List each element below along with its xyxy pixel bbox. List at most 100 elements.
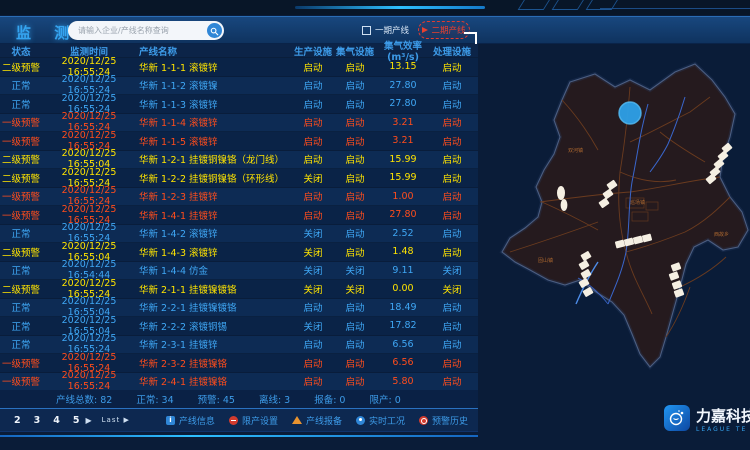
phase1-checkbox[interactable] [362,25,371,35]
action-line-report[interactable]: 产线报备 [291,414,342,427]
action-label: 产线报备 [305,416,342,427]
map-site-marker[interactable] [632,235,644,245]
decor-line [600,8,750,9]
cell-status: 一级预警 [1,377,40,389]
cell-status: 正常 [11,99,31,111]
map-roads [509,86,731,338]
brand-logo: 力嘉科技 LEAGUE TE [664,405,750,433]
search-box[interactable] [68,21,224,40]
top-decor-strip [0,0,750,15]
table-row[interactable]: 二级预警 2020/12/25 16:55:24 华新 1-1-1 滚镀锌 启动 启动 1… [0,56,478,78]
map-site-marker[interactable] [721,142,733,154]
action-warning-history[interactable]: 预警历史 [418,414,468,427]
map-site-marker[interactable] [578,278,590,289]
map-site-marker[interactable] [705,173,717,185]
table-row[interactable]: 一级预警 2020/12/25 16:55:24 华新 2-4-1 挂镀镍铬 启动 启动… [0,370,478,393]
page-number-3[interactable]: 3 [33,414,41,426]
logo-name: 力嘉科技 [696,407,750,425]
district-map[interactable]: 双河镇 巡场镇 固山镇 西故乡 [480,52,750,402]
search-input[interactable] [68,26,207,35]
map-site-marker[interactable] [598,197,610,209]
map-site-marker[interactable] [602,188,614,200]
summary-item: 报备: 0 [314,395,346,406]
cell-prod: 关闭 [303,321,323,333]
action-label: 预警历史 [431,416,468,427]
action-label: 实时工况 [368,416,405,427]
cell-prod: 启动 [303,303,323,315]
cell-gas: 启动 [345,377,365,389]
cell-gas: 启动 [345,321,365,333]
table-row[interactable]: 一级预警 2020/12/25 16:55:24 华新 1-1-5 滚镀锌 启动 启动 3… [0,130,478,152]
map-site-marker[interactable] [641,233,653,243]
cell-eff: 13.15 [389,61,417,73]
cell-status: 二级预警 [1,284,40,296]
cell-status: 二级预警 [1,173,40,185]
phase2-button[interactable]: 二期产线 [418,21,470,39]
cell-time: 2020/12/25 16:55:24 [61,222,117,245]
map-town-label: 巡场镇 [630,199,645,206]
map-site-marker[interactable] [580,269,592,280]
search-button[interactable] [207,23,222,38]
table-row[interactable]: 二级预警 2020/12/25 16:55:24 华新 2-1-1 挂镀镍镀铬 关闭 关… [0,277,478,300]
table-row[interactable]: 正常 2020/12/25 16:55:04 华新 2-2-1 挂镀镍镀铬 启动 启动 1… [0,296,478,318]
map-site-marker[interactable] [670,262,682,272]
cell-status: 正常 [11,340,31,352]
phase2-label: 二期产线 [431,26,466,36]
map-site-marker[interactable] [606,179,618,191]
monitoring-table: 状态 监测时间 产线名称 生产设施 集气设施 集气效率(m³/s) 处理设施 二级预警 202… [0,41,478,393]
table-row[interactable]: 正常 2020/12/25 16:55:24 华新 1-4-2 滚镀锌 关闭 启动 2.5… [0,222,478,245]
page-number-2[interactable]: 2 [14,414,21,426]
action-line-info[interactable]: i 产线信息 [165,414,215,427]
table-row[interactable]: 正常 2020/12/25 16:55:24 华新 1-1-2 滚镀镍 启动 启动 27.… [0,74,478,96]
table-row[interactable]: 一级预警 2020/12/25 16:55:24 华新 1-1-4 滚镀锌 启动 启动 3… [0,111,478,133]
table-row[interactable]: 二级预警 2020/12/25 16:55:04 华新 1-4-3 滚镀锌 关闭 启动 1… [0,241,478,263]
cell-time: 2020/12/25 16:55:24 [61,277,117,300]
table-row[interactable]: 一级预警 2020/12/25 16:55:24 华新 1-2-3 挂镀锌 启动 启动 1… [0,185,478,207]
map-site-marker[interactable] [580,251,592,262]
table-row[interactable]: 一级预警 2020/12/25 16:55:24 华新 2-3-2 挂镀镍铬 启动 启动… [0,351,478,374]
cell-status: 一级预警 [1,192,40,204]
map-site-marker[interactable] [582,287,594,298]
cell-time: 2020/12/25 16:55:24 [61,351,117,374]
table-row[interactable]: 正常 2020/12/25 16:54:44 华新 1-4-4 仿金 关闭 关闭 9.11… [0,259,478,281]
cell-prod: 关闭 [303,284,323,296]
table-row[interactable]: 正常 2020/12/25 16:55:24 华新 1-1-3 滚镀锌 启动 启动 27.… [0,93,478,115]
bottom-accent-line [0,435,478,437]
last-page-button[interactable]: Last ▶ [101,416,130,424]
cell-treat: 启动 [442,210,462,222]
cell-time: 2020/12/25 16:55:24 [61,370,117,393]
map-site-marker[interactable] [713,158,725,170]
map-site-marker[interactable] [578,260,590,271]
map-site-marker[interactable] [717,150,729,162]
cell-eff: 27.80 [389,98,417,110]
flag-icon [422,27,429,33]
phase1-checkbox-group[interactable]: 一期产线 [362,24,409,36]
column-header-eff: 集气效率(m³/s) [383,41,422,63]
summary-item: 预警: 45 [197,395,235,406]
cell-treat: 启动 [442,229,462,241]
warning-history-icon [418,415,428,425]
cell-eff: 15.99 [389,153,417,165]
table-row[interactable]: 二级预警 2020/12/25 16:55:24 华新 1-2-2 挂镀铜镍铬（环形… [0,167,478,189]
action-limit-settings[interactable]: 限产设置 [228,414,278,427]
map-site-marker[interactable] [623,237,635,247]
page-number-4[interactable]: 4 [53,414,60,426]
map-site-marker[interactable] [614,239,626,249]
map-site-marker[interactable] [673,288,685,298]
cell-line: 华新 1-4-1 挂镀锌 [139,210,218,222]
cell-eff: 0.00 [392,283,414,295]
table-row[interactable]: 二级预警 2020/12/25 16:55:04 华新 1-2-1 挂镀铜镍铬（龙门… [0,148,478,170]
cell-gas: 启动 [345,62,365,74]
cell-line: 华新 2-3-2 挂镀镍铬 [139,358,228,370]
cell-gas: 启动 [345,303,365,315]
page-number-5[interactable]: 5 [72,414,80,426]
action-realtime-status[interactable]: 实时工况 [355,414,405,427]
table-row[interactable]: 一级预警 2020/12/25 16:55:24 华新 1-4-1 挂镀锌 启动 启动 2… [0,204,478,226]
table-row[interactable]: 正常 2020/12/25 16:55:04 华新 2-2-2 滚镀铜锡 关闭 启动 17… [0,315,478,337]
next-page-button[interactable]: ▶ [85,415,92,425]
limit-settings-icon [228,415,238,425]
table-row[interactable]: 正常 2020/12/25 16:55:24 华新 2-3-1 挂镀锌 启动 启动 6.5… [0,333,478,355]
map-site-marker[interactable] [668,271,680,281]
map-site-marker[interactable] [671,280,683,290]
cell-prod: 启动 [303,136,323,148]
